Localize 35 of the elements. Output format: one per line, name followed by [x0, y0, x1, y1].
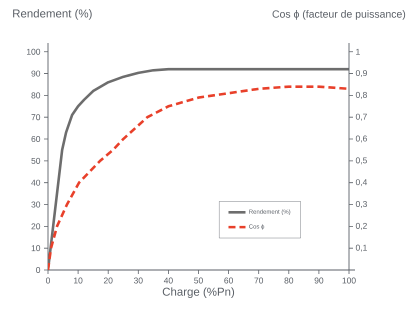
y2-tick-label: 0,3	[356, 201, 367, 208]
y-tick-label: 0	[36, 267, 40, 273]
y-tick-label: 60	[32, 136, 40, 142]
y-tick-label: 30	[31, 202, 40, 208]
y2-tick-label: 1	[356, 48, 360, 55]
y2-tick-label: 0,7	[356, 114, 367, 121]
x-axis-title: Charge (%Pn)	[162, 287, 234, 298]
x-tick-label: 30	[134, 278, 143, 284]
y-tick-label: 10	[32, 245, 40, 252]
y-tick-label: 40	[31, 180, 40, 186]
y-tick-label: 70	[32, 114, 40, 120]
y-tick-label: 80	[31, 92, 40, 98]
x-tick-label: 40	[164, 278, 173, 284]
y2-tick-label: 0,4	[356, 179, 368, 186]
x-tick-label: 10	[74, 278, 82, 284]
y2-tick-label: 0,6	[356, 136, 367, 143]
x-tick-label: 90	[314, 278, 324, 284]
x-tick-label: 20	[104, 278, 113, 284]
x-tick-label: 70	[254, 278, 264, 284]
y2-tick-label: 0,8	[356, 92, 367, 99]
y2-tick-label: 0,1	[356, 244, 367, 252]
x-tick-label: 50	[194, 278, 203, 284]
x-tick-label: 80	[284, 278, 294, 284]
y-tick-label: 50	[31, 158, 40, 164]
y-axis-title: Rendement (%)	[13, 9, 92, 20]
y2-tick-label: 0,5	[356, 157, 367, 164]
y2-tick-label: 0,2	[356, 222, 367, 230]
y-tick-label: 90	[31, 70, 40, 77]
y2-tick-label: 0,9	[356, 70, 367, 78]
x-tick-label: 60	[224, 278, 233, 284]
x-tick-label: 0	[46, 278, 50, 284]
x-tick-label: 100	[342, 278, 356, 284]
y2-axis-title: Cos ϕ (facteur de puissance)	[272, 10, 406, 20]
y-tick-label: 20	[31, 223, 40, 230]
y-tick-label: 100	[26, 48, 40, 55]
